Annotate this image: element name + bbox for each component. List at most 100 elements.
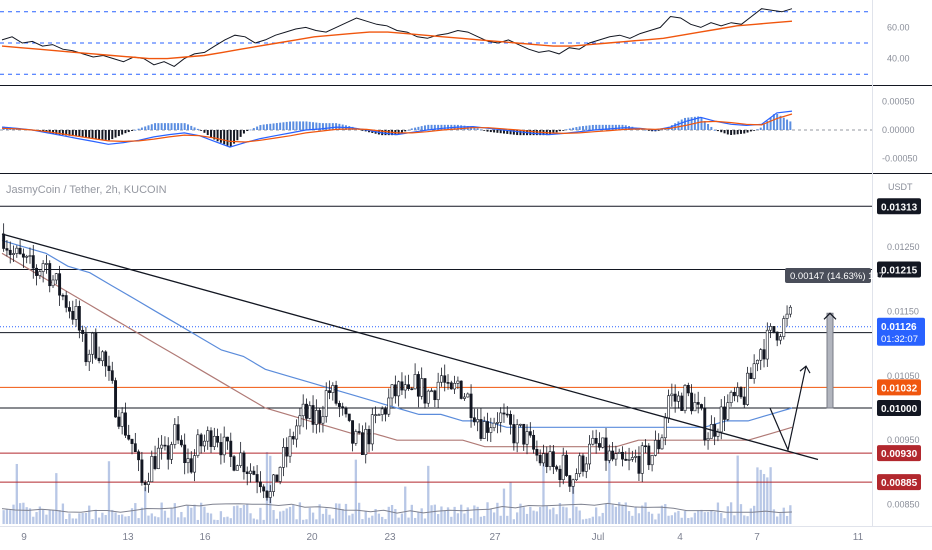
candle-body xyxy=(189,458,193,473)
level-tag-text: 0.01313 xyxy=(881,202,918,213)
candle xyxy=(199,432,203,454)
candle xyxy=(81,325,85,342)
volume-bar xyxy=(338,503,341,524)
candle xyxy=(311,395,315,433)
candle xyxy=(337,400,341,418)
candle xyxy=(482,416,486,439)
candle xyxy=(344,406,348,418)
candle xyxy=(117,409,121,430)
candle xyxy=(545,446,549,474)
candle-body xyxy=(334,385,338,404)
volume-bar xyxy=(404,486,407,524)
candle-body xyxy=(660,437,664,450)
macd-histogram-bar xyxy=(572,127,575,130)
volume-bar xyxy=(58,510,61,524)
measure-arrowhead xyxy=(823,312,837,320)
macd-histogram-bar xyxy=(417,126,420,130)
candle-body xyxy=(779,336,782,341)
macd-histogram-bar xyxy=(124,130,127,134)
volume-bar xyxy=(430,505,433,524)
candle xyxy=(222,426,226,463)
candle-body xyxy=(179,439,183,446)
candle-body xyxy=(127,434,131,440)
volume-bar xyxy=(183,517,186,524)
candle-body xyxy=(216,435,220,443)
candle-body xyxy=(423,378,427,404)
rsi-tick-label: 40.00 xyxy=(887,54,910,64)
current-price-tag-bg xyxy=(877,317,925,346)
macd-histogram-bar xyxy=(789,121,792,130)
volume-bar xyxy=(410,504,413,524)
macd-histogram-bar xyxy=(555,130,558,133)
candle-body xyxy=(222,436,226,456)
candle xyxy=(703,396,707,446)
candle-body xyxy=(400,381,404,391)
candle xyxy=(5,240,9,257)
macd-histogram-bar xyxy=(707,123,710,130)
candle-body xyxy=(268,491,272,498)
volume-bar xyxy=(278,511,282,524)
volume-bar xyxy=(255,519,259,524)
candle-body xyxy=(110,370,114,381)
candle-body xyxy=(351,420,355,444)
candle xyxy=(120,407,124,435)
macd-histogram-bar xyxy=(180,123,183,130)
macd-histogram-bar xyxy=(568,128,571,130)
candle xyxy=(591,430,595,446)
candle xyxy=(305,398,308,430)
volume-bar xyxy=(71,518,74,524)
volume-bar xyxy=(716,502,720,524)
volume-bar xyxy=(473,505,476,524)
candle-body xyxy=(390,384,394,399)
candle-body xyxy=(667,395,671,419)
candle xyxy=(512,414,516,451)
macd-histogram-bar xyxy=(328,123,331,130)
volume-bar xyxy=(697,510,700,524)
volume-bar xyxy=(41,508,45,524)
candle xyxy=(51,275,55,289)
volume-bar xyxy=(45,514,48,524)
candle xyxy=(334,380,338,406)
volume-bar xyxy=(213,519,216,524)
volume-bar xyxy=(331,518,334,524)
candle xyxy=(785,305,789,327)
candle-body xyxy=(232,456,236,471)
volume-bar xyxy=(548,509,552,524)
candle xyxy=(453,375,457,394)
macd-histogram-bar xyxy=(473,127,476,130)
volume-bar xyxy=(463,513,466,524)
volume-bar xyxy=(417,511,420,524)
candle-body xyxy=(272,474,276,492)
volume-bar xyxy=(61,503,65,524)
candle-body xyxy=(680,395,684,411)
candle-body xyxy=(634,455,638,458)
macd-histogram-bar xyxy=(769,117,772,130)
macd-histogram-bar xyxy=(78,130,81,137)
candle xyxy=(179,435,183,448)
candle-body xyxy=(245,471,249,474)
candle xyxy=(581,453,585,477)
macd-histogram-bar xyxy=(160,123,163,130)
macd-histogram-bar xyxy=(117,130,120,137)
candle-body xyxy=(449,382,453,390)
macd-histogram-bar xyxy=(183,123,186,130)
candle-body xyxy=(630,457,634,460)
candle-body xyxy=(226,436,229,442)
volume-bar xyxy=(229,518,232,524)
volume-bar xyxy=(492,512,496,524)
candle xyxy=(216,428,220,448)
volume-bar xyxy=(581,519,585,524)
volume-bar xyxy=(558,503,562,524)
macd-histogram-bar xyxy=(591,124,594,130)
volume-bar xyxy=(469,518,473,524)
macd-histogram-bar xyxy=(608,124,611,130)
measure-note: 0.00147 (14.63%) 147 xyxy=(785,268,884,283)
candle xyxy=(100,350,104,367)
candle-body xyxy=(772,326,776,333)
candle xyxy=(407,374,410,391)
volume-bar xyxy=(78,513,81,524)
candle xyxy=(321,405,325,433)
volume-bar xyxy=(232,506,236,524)
volume-bar xyxy=(239,507,242,524)
